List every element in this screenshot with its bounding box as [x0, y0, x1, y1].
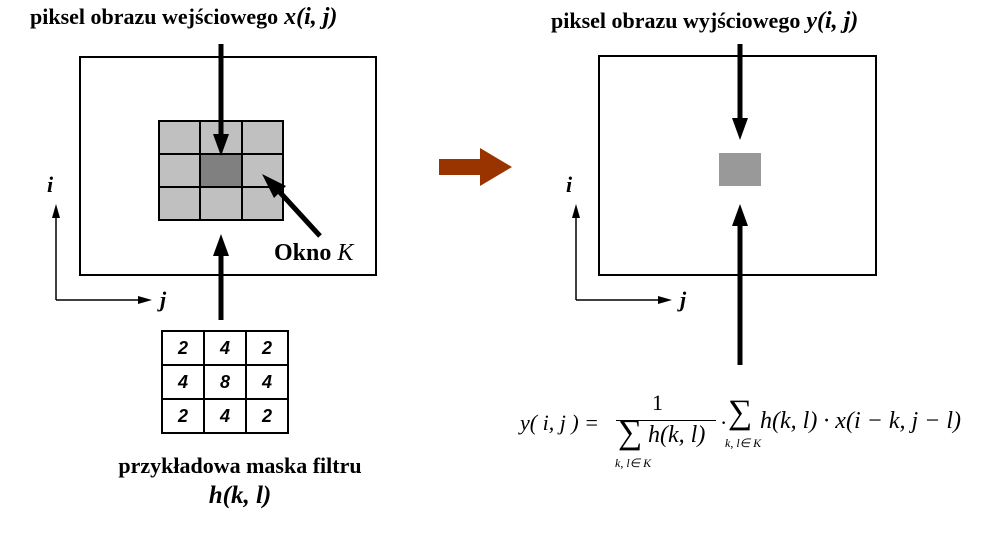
mask-cell: 8 — [204, 365, 246, 399]
window-cell — [159, 121, 201, 154]
mask-cell: 2 — [162, 331, 204, 365]
transition-arrow — [439, 148, 512, 186]
left-axes — [52, 204, 152, 304]
formula-rhs-term: h(k, l) · x(i − k, j − l) — [760, 408, 961, 434]
formula-sum-subscript-2: k, l∈ K — [725, 436, 762, 450]
formula-sum-subscript-1: k, l∈ K — [615, 456, 652, 470]
formula-dot: · — [720, 410, 728, 435]
right-axis-j-label: j — [680, 287, 687, 312]
window-cell — [159, 187, 201, 220]
input-pixel-title-text: piksel obrazu wejściowego — [30, 4, 279, 29]
fraction-bar — [616, 420, 716, 421]
mask-cell: 2 — [246, 399, 288, 433]
mask-caption: przykładowa maska filtru — [118, 453, 362, 478]
mask-cell: 4 — [204, 331, 246, 365]
window-label-word: Okno — [274, 240, 332, 266]
left-axis-i-label: i — [47, 172, 54, 197]
formula-denominator: h(k, l) — [648, 422, 706, 448]
window-cell — [159, 154, 201, 187]
output-pixel-title-text: piksel obrazu wyjściowego — [551, 8, 801, 33]
window-pointer-arrow — [262, 174, 322, 238]
output-pixel — [719, 153, 761, 186]
mask-cell: 4 — [162, 365, 204, 399]
mask-symbol: h(k, l) — [208, 482, 272, 509]
right-axes — [572, 204, 672, 304]
window-center-cell — [200, 154, 242, 187]
filter-formula: y( i, j ) = 1 ∑ h(k, l) k, l∈ K · ∑ k, l… — [520, 390, 970, 482]
formula-numerator: 1 — [652, 390, 663, 415]
sum-symbol: ∑ — [618, 414, 643, 451]
left-axis-j-label: j — [160, 287, 167, 312]
input-pixel-title: piksel obrazu wejściowego x(i, j) — [30, 4, 337, 31]
window-cell — [200, 187, 242, 220]
mask-cell: 4 — [246, 365, 288, 399]
right-axis-i-label: i — [566, 172, 573, 197]
formula-lhs: y( i, j ) = — [520, 410, 599, 435]
mask-cell: 2 — [246, 331, 288, 365]
output-top-arrow — [732, 44, 748, 140]
mask-cell: 2 — [162, 399, 204, 433]
window-cell — [241, 121, 283, 154]
window-label-symbol: K — [337, 240, 354, 266]
sum-symbol-2: ∑ — [728, 394, 753, 431]
mask-to-window-arrow — [213, 234, 229, 320]
filter-window-grid — [158, 120, 284, 221]
output-bottom-arrow — [732, 204, 748, 365]
mask-cell: 4 — [204, 399, 246, 433]
window-label: Okno K — [274, 240, 353, 267]
input-pixel-symbol: x(i, j) — [284, 4, 338, 30]
output-pixel-title: piksel obrazu wyjściowego y(i, j) — [551, 8, 858, 35]
input-pixel-arrow — [213, 44, 229, 156]
output-pixel-symbol: y(i, j) — [806, 8, 859, 34]
